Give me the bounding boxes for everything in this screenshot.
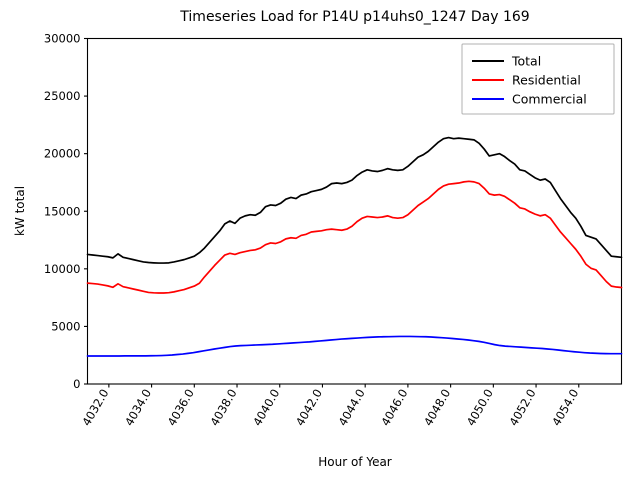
x-tick-label: 4054.0 — [549, 387, 581, 429]
y-tick-label: 30000 — [44, 32, 81, 46]
y-tick-label: 10000 — [44, 262, 81, 276]
y-tick-label: 20000 — [44, 147, 81, 161]
chart-legend: Total Residential Commercial — [461, 43, 615, 115]
x-tick-label: 4040.0 — [250, 387, 282, 429]
x-tick-label: 4036.0 — [165, 387, 197, 429]
series-line-residential — [86, 180, 623, 294]
y-tick-label: 15000 — [44, 204, 81, 218]
series-line-total — [86, 136, 623, 264]
x-tick-label: 4034.0 — [122, 387, 154, 429]
chart-title: Timeseries Load for P14U p14uhs0_1247 Da… — [179, 9, 529, 25]
y-tick-label: 5000 — [51, 319, 80, 333]
x-tick-label: 4050.0 — [464, 386, 496, 428]
series-lines — [86, 136, 623, 357]
x-tick-label: 4046.0 — [378, 387, 410, 429]
x-tick-label: 4044.0 — [336, 387, 368, 429]
legend-label-commercial: Commercial — [512, 92, 587, 107]
y-tick-label: 0 — [73, 377, 80, 391]
x-axis-ticks: 4032.0 4034.0 4036.0 4038.0 4040.0 4042.0 4044… — [79, 384, 581, 428]
y-tick-label: 25000 — [44, 89, 81, 103]
x-axis-label: Hour of Year — [318, 455, 392, 469]
y-axis-ticks: 0 5000 10000 15000 20000 25000 30000 — [44, 32, 88, 391]
legend-label-total: Total — [511, 54, 541, 69]
x-tick-label: 4042.0 — [293, 387, 325, 429]
legend-label-residential: Residential — [512, 73, 581, 88]
series-line-commercial — [86, 335, 623, 357]
x-tick-label: 4052.0 — [506, 387, 538, 429]
x-tick-label: 4038.0 — [207, 387, 239, 429]
y-axis-label: kW total — [13, 186, 27, 236]
x-tick-label: 4048.0 — [421, 387, 453, 429]
x-tick-label: 4032.0 — [79, 387, 111, 429]
